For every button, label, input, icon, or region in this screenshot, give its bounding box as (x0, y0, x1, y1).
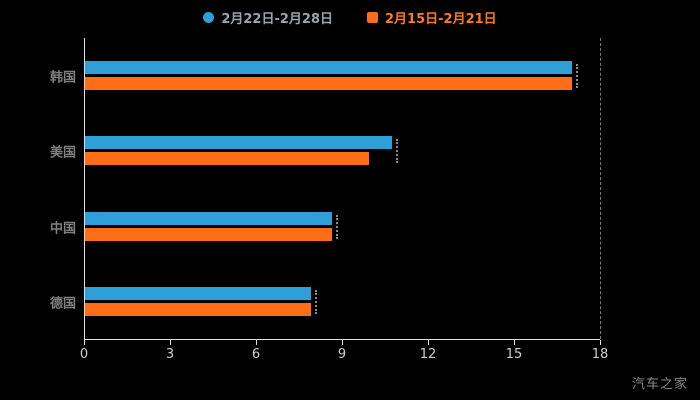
x-tick-mark (256, 340, 257, 345)
legend-item-week1[interactable]: 2月15日-2月21日 (367, 8, 497, 27)
x-tick-label: 0 (79, 347, 89, 362)
legend-label-week2: 2月22日-2月28日 (221, 12, 333, 27)
legend-marker-orange-icon (367, 12, 378, 23)
legend: 2月22日-2月28日 2月15日-2月21日 (0, 8, 700, 27)
x-tick-label: 18 (591, 347, 609, 362)
bar-end-marker-icon (395, 139, 398, 164)
x-tick-label: 3 (165, 347, 175, 362)
x-tick-label: 12 (419, 347, 437, 362)
x-tick-label: 9 (337, 347, 347, 362)
category-label: 德国 (49, 296, 76, 312)
x-tick-mark (170, 340, 171, 345)
category-label: 美国 (49, 145, 76, 161)
axis-right-dashed-line (600, 38, 601, 339)
category-label: 中国 (49, 221, 76, 237)
bar-week2 (85, 211, 332, 225)
legend-item-week2[interactable]: 2月22日-2月28日 (203, 8, 333, 27)
category-label: 韩国 (49, 70, 76, 86)
x-tick-mark (514, 340, 515, 345)
bar-week1 (85, 76, 573, 90)
bar-end-marker-icon (576, 63, 579, 88)
x-tick-mark (600, 340, 601, 345)
bar-week2 (85, 60, 573, 74)
bar-week1 (85, 227, 332, 241)
x-tick-label: 15 (505, 347, 523, 362)
plot-area (84, 38, 601, 340)
bar-week2 (85, 136, 392, 150)
legend-marker-blue-icon (203, 12, 215, 23)
x-tick-mark (342, 340, 343, 345)
x-axis: 0 3 6 9 12 15 18 (80, 340, 608, 370)
bar-end-marker-icon (315, 290, 318, 315)
x-tick-mark (428, 340, 429, 345)
legend-label-week1: 2月15日-2月21日 (385, 12, 497, 27)
x-tick-mark (84, 340, 85, 345)
bar-week2 (85, 287, 312, 301)
bar-end-marker-icon (335, 214, 338, 239)
x-tick-label: 6 (251, 347, 261, 362)
watermark-text: 汽车之家 (631, 377, 688, 392)
bar-week1 (85, 303, 312, 317)
y-axis-labels: 韩国 美国 中国 德国 (0, 38, 76, 340)
bar-week1 (85, 152, 369, 166)
